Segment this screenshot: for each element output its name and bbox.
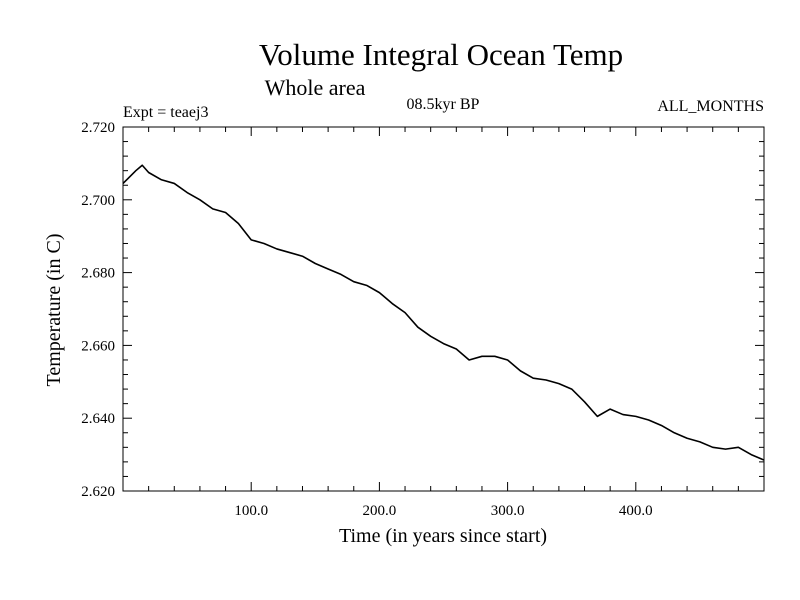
y-tick-label: 2.700: [81, 193, 115, 209]
period-label: 08.5kyr BP: [407, 96, 480, 113]
y-tick-label: 2.720: [81, 120, 115, 136]
y-tick-label: 2.660: [81, 338, 115, 354]
x-tick-label: 300.0: [491, 503, 525, 519]
y-tick-label: 2.620: [81, 484, 115, 500]
temperature-series-line: [122, 164, 765, 461]
x-tick-label: 400.0: [619, 503, 653, 519]
plot-frame: [122, 126, 765, 492]
axis-tick-labels: 100.0 200.0 300.0 400.0 2.620 2.640 2.660 2.680…: [81, 120, 652, 519]
months-label: ALL_MONTHS: [657, 98, 764, 115]
x-tick-label: 100.0: [234, 503, 268, 519]
chart-subtitle: Whole area: [265, 75, 366, 100]
y-tick-label: 2.680: [81, 266, 115, 282]
chart-title: Volume Integral Ocean Temp: [259, 37, 623, 72]
x-axis-label: Time (in years since start): [339, 525, 547, 547]
y-axis-label: Temperature (in C): [43, 234, 65, 387]
experiment-label: Expt = teaej3: [123, 104, 208, 121]
y-tick-label: 2.640: [81, 411, 115, 427]
axis-ticks: [122, 126, 765, 492]
x-tick-label: 200.0: [363, 503, 397, 519]
